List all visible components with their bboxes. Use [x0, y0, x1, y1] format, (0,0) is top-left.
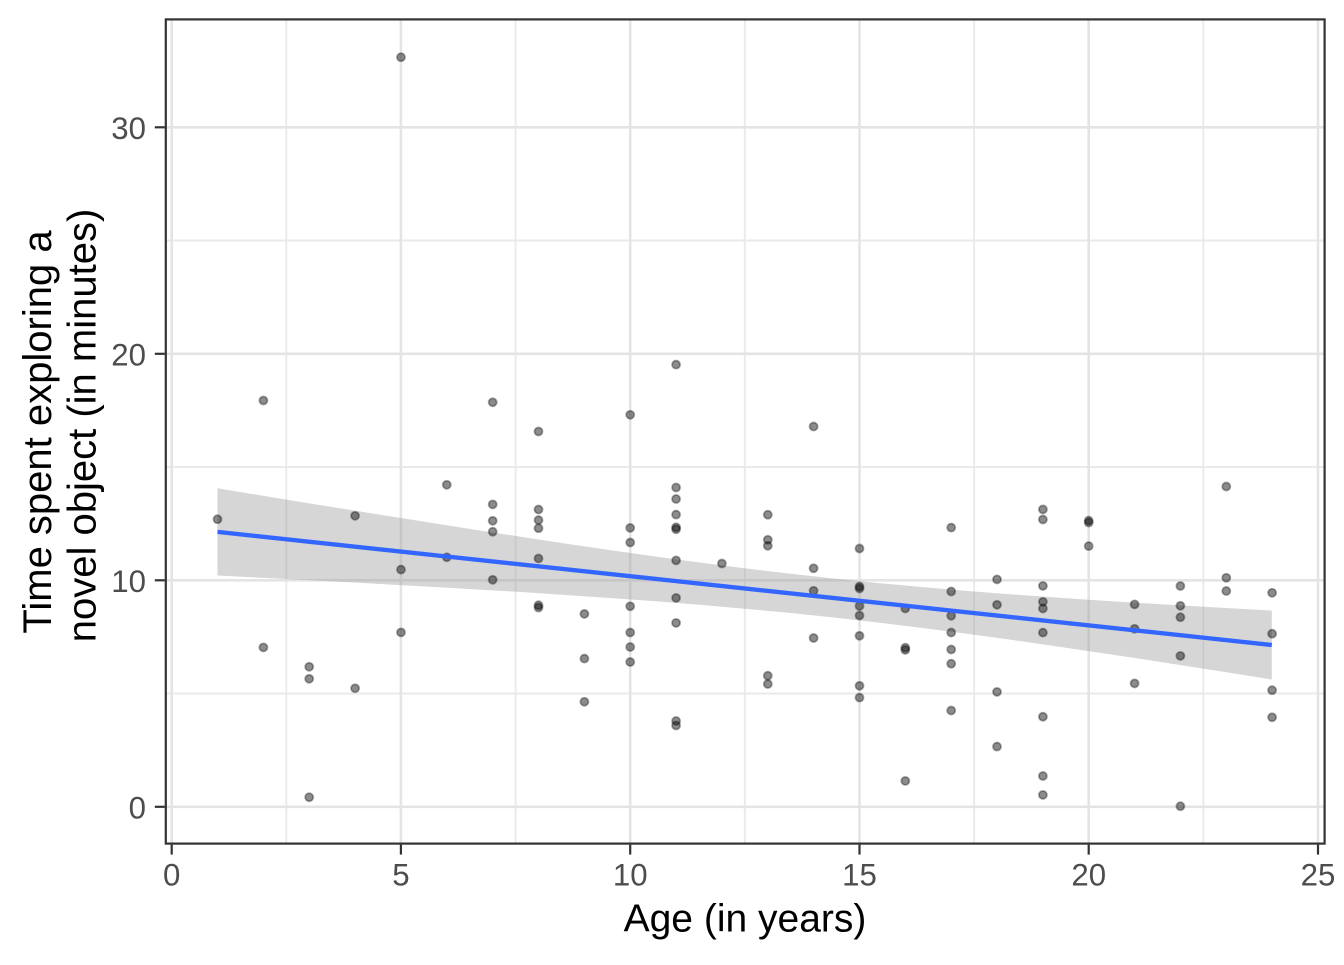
- svg-text:Time spent exploring a: Time spent exploring a: [16, 230, 60, 634]
- svg-text:20: 20: [1071, 858, 1106, 893]
- svg-text:25: 25: [1301, 858, 1336, 893]
- svg-text:10: 10: [111, 564, 146, 599]
- svg-text:0: 0: [163, 858, 180, 893]
- svg-text:10: 10: [613, 858, 648, 893]
- svg-text:30: 30: [111, 111, 146, 146]
- svg-text:0: 0: [129, 791, 146, 826]
- svg-text:15: 15: [842, 858, 877, 893]
- svg-text:20: 20: [111, 338, 146, 373]
- svg-text:Age (in years): Age (in years): [624, 898, 867, 941]
- svg-text:novel object (in minutes): novel object (in minutes): [60, 209, 104, 643]
- svg-text:5: 5: [392, 858, 409, 893]
